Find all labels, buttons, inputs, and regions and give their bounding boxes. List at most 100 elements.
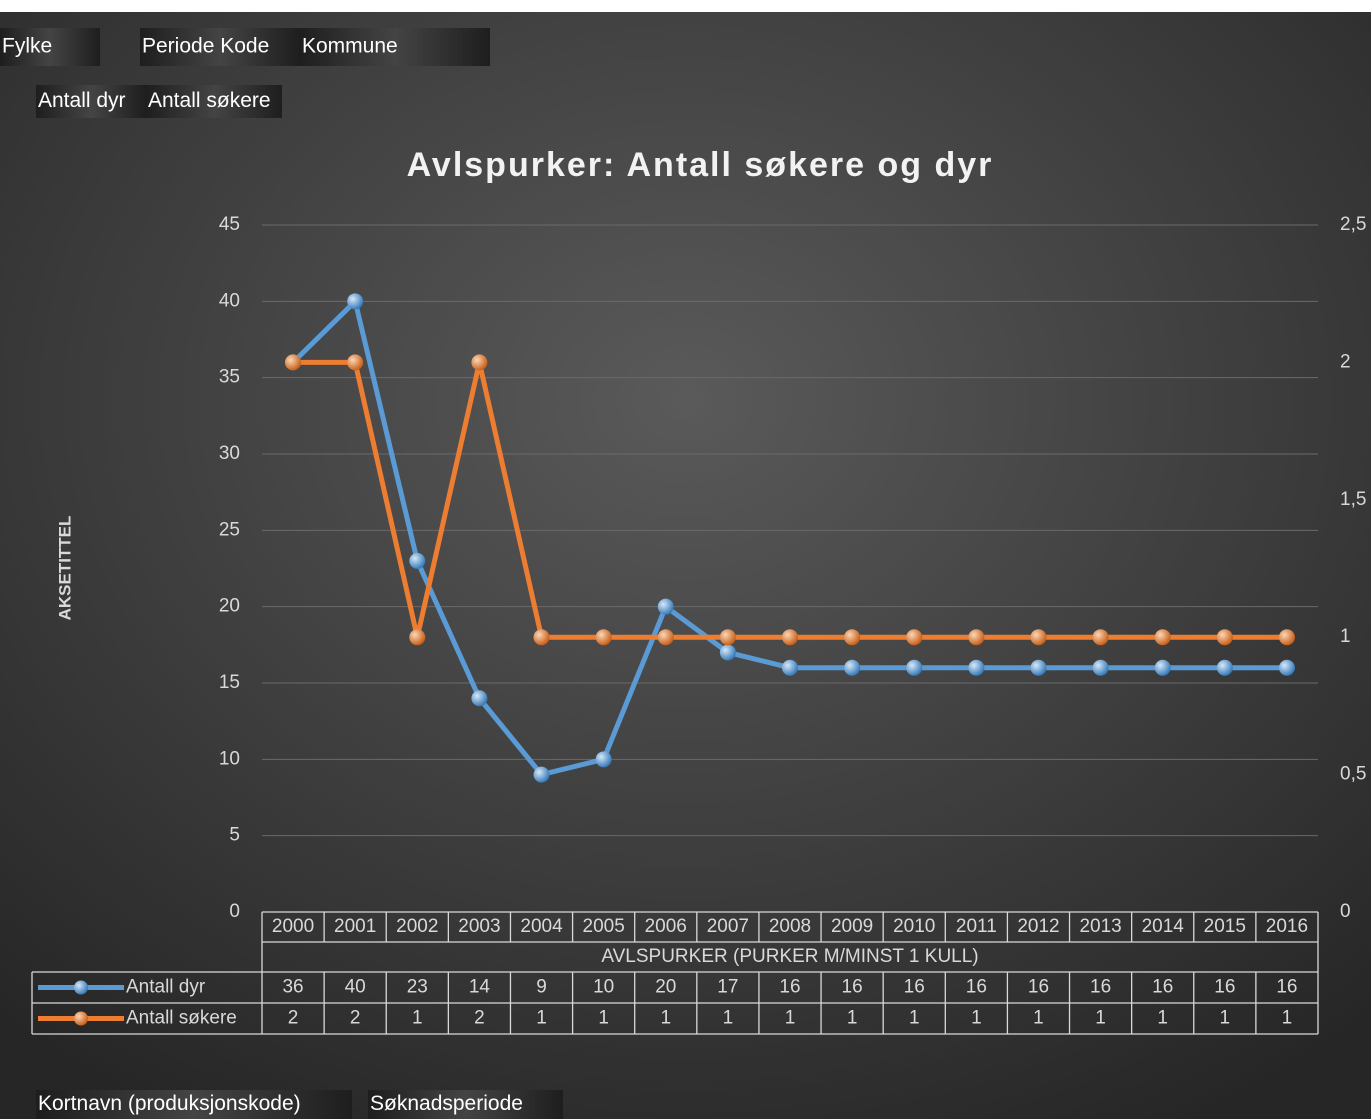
legend-marker [74,980,88,995]
data-point [657,629,674,646]
legend-marker [74,1011,88,1026]
data-point [844,629,861,646]
y2-tick-label: 1,5 [1340,489,1366,510]
data-table-value: 1 [785,1008,796,1029]
data-table-value: 1 [412,1008,423,1029]
y-tick-label: 30 [219,443,240,464]
x-tick-label: 2013 [1079,916,1121,937]
data-table-value: 1 [723,1008,734,1029]
data-point [409,552,426,569]
data-point [347,293,364,310]
data-point [595,629,612,646]
pivot-field-label[interactable]: Periode Kode [142,35,269,58]
data-point [1092,659,1109,676]
data-table-value: 10 [593,977,614,998]
data-table-value: 1 [598,1008,609,1029]
data-point [1154,659,1171,676]
pivot-field-label[interactable]: Antall søkere [148,89,271,112]
chart-background [0,12,1371,1119]
x-tick-label: 2009 [831,916,873,937]
data-table-value: 16 [966,977,987,998]
chart-title: Avlspurker: Antall søkere og dyr [407,146,994,184]
data-point [533,629,550,646]
data-point [906,629,923,646]
y-tick-label: 45 [219,214,240,235]
pivot-field-label[interactable]: Antall dyr [38,89,126,112]
x-tick-label: 2011 [956,916,997,937]
data-table-value: 1 [1157,1008,1168,1029]
x-tick-label: 2000 [272,916,314,937]
data-point [968,629,985,646]
data-point [719,629,736,646]
data-point [1030,659,1047,676]
data-point [1154,629,1171,646]
pivot-field-button[interactable] [368,1090,563,1119]
y-tick-label: 5 [229,825,240,846]
x-tick-label: 2016 [1266,916,1308,937]
pivot-field-label[interactable]: Kortnavn (produksjonskode) [38,1092,301,1115]
data-table-value: 2 [288,1008,299,1029]
x-tick-label: 2010 [893,916,935,937]
data-table-value: 1 [660,1008,671,1029]
data-table-value: 16 [1028,977,1049,998]
data-point [968,659,985,676]
y2-tick-label: 2 [1340,351,1351,372]
x-tick-label: 2007 [707,916,749,937]
data-point [471,354,488,371]
data-table-value: 17 [717,977,738,998]
data-table-value: 40 [345,977,366,998]
data-table-value: 1 [847,1008,858,1029]
legend-label: Antall søkere [126,1008,237,1029]
data-table-value: 1 [1220,1008,1231,1029]
y-tick-label: 0 [229,901,240,922]
pivot-field-button[interactable] [140,28,300,66]
y-tick-label: 25 [219,519,240,540]
y-axis-title: AKSETITTEL [55,516,74,621]
data-point [844,659,861,676]
pivot-field-button[interactable] [36,1090,352,1119]
data-table-value: 16 [1276,977,1297,998]
x-tick-label: 2004 [520,916,563,937]
data-table-value: 1 [971,1008,982,1029]
x-tick-label: 2012 [1017,916,1059,937]
x-axis-title: AVLSPURKER (PURKER M/MINST 1 KULL) [601,946,978,967]
pivot-field-button[interactable] [146,85,282,118]
data-table-value: 16 [1152,977,1173,998]
pivot-field-label[interactable]: Fylke [2,35,52,58]
data-table-value: 36 [282,977,303,998]
x-tick-label: 2014 [1142,916,1185,937]
pivot-field-button[interactable] [0,28,100,66]
y2-tick-label: 1 [1340,626,1351,647]
data-point [1216,629,1233,646]
data-table-value: 20 [655,977,676,998]
data-point [285,354,302,371]
data-point [409,629,426,646]
pivot-field-label[interactable]: Søknadsperiode [370,1092,523,1115]
data-point [1278,659,1295,676]
data-point [657,598,674,615]
data-point [782,629,798,646]
data-table-value: 16 [1214,977,1235,998]
x-tick-label: 2002 [396,916,438,937]
pivot-field-label[interactable]: Kommune [302,35,398,58]
data-point [719,644,736,661]
pivot-field-button[interactable] [36,85,146,118]
data-table-value: 1 [1282,1008,1293,1029]
data-table-value: 1 [909,1008,920,1029]
data-table-value: 16 [904,977,925,998]
y-tick-label: 15 [219,672,240,693]
y-tick-label: 20 [219,596,240,617]
y-tick-label: 35 [219,367,240,388]
data-point [782,659,798,676]
x-tick-label: 2001 [334,916,376,937]
data-point [595,751,612,768]
legend-label: Antall dyr [126,977,206,998]
pivot-field-button[interactable] [300,28,490,66]
data-table-value: 1 [1033,1008,1044,1029]
y-tick-label: 10 [219,748,240,769]
data-table-value: 16 [779,977,800,998]
x-tick-label: 2008 [769,916,811,937]
data-point [1092,629,1109,646]
data-point [1278,629,1295,646]
